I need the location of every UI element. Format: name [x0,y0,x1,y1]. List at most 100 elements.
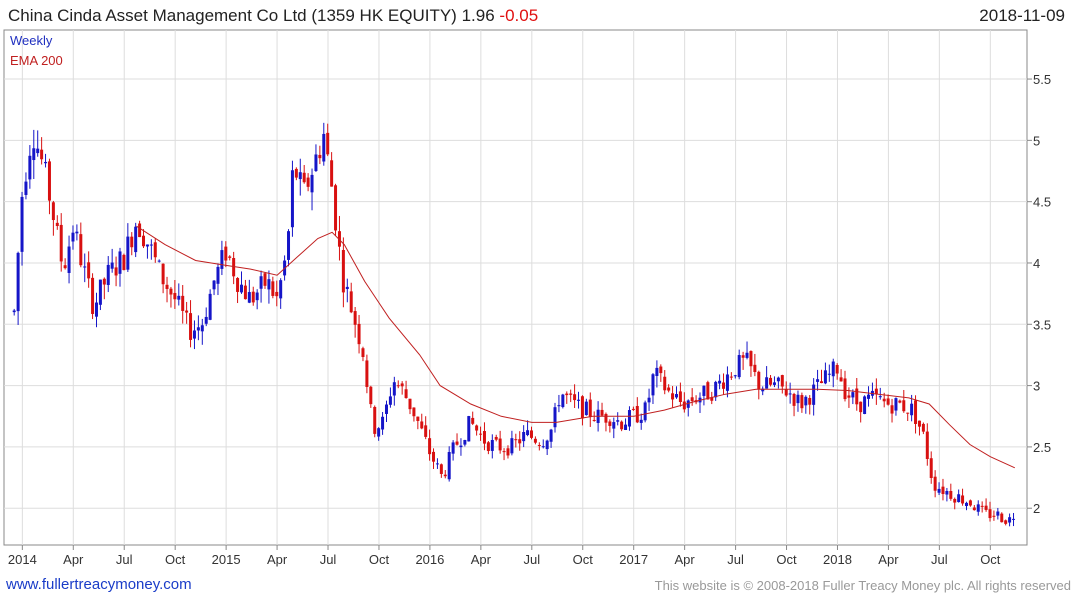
candle-body [192,330,196,339]
price-change: -0.05 [499,6,539,25]
candle-body [847,395,851,398]
candle-body [455,441,459,445]
candle-body [173,292,177,300]
candle-body [353,311,357,325]
candle-body [980,505,984,507]
candle-body [361,348,365,357]
candle-body [561,394,565,408]
candle-body [94,302,98,317]
candle-body [580,396,584,419]
candle-body [130,236,134,248]
candle-body [921,423,925,432]
candle-body [831,361,835,377]
candle-body [287,231,291,260]
candle-body [475,425,479,431]
candle-body [612,422,616,429]
ema-200-line [136,225,1016,469]
candle-body [302,172,306,183]
candle-body [126,236,130,270]
candle-body [142,235,146,247]
candle-body [678,391,682,403]
candle-body [772,382,776,385]
candle-body [510,438,514,454]
candle-body [882,398,886,402]
candle-body [941,486,945,495]
candle-body [894,398,898,411]
candle-body [859,401,863,413]
candle-body [212,280,216,290]
candle-body [620,421,624,430]
candle-body [953,498,957,503]
candle-body [851,392,855,398]
x-tick-label: 2014 [8,552,37,567]
candle-body [659,366,663,374]
y-tick-label: 3 [1033,379,1040,394]
candle-body [275,291,279,297]
candle-body [902,400,906,412]
x-tick-label: Jul [931,552,948,567]
candle-body [557,405,561,407]
candle-body [416,416,420,421]
candle-body [968,500,972,506]
candle-body [247,292,251,303]
x-tick-label: Apr [878,552,899,567]
candle-body [804,396,808,406]
x-tick-label: Apr [63,552,84,567]
candle-body [91,277,95,314]
candle-body [259,276,263,289]
candle-body [298,172,302,180]
candle-body [400,383,404,387]
candle-body [624,424,628,430]
candle-body [592,419,596,421]
legend-entry: Weekly [10,33,53,48]
candle-body [541,446,545,448]
candle-body [345,286,349,290]
candle-body [929,458,933,478]
candle-body [412,407,416,417]
candle-body [498,438,502,451]
candle-body [471,417,475,424]
candle-body [322,133,326,162]
candle-body [486,442,490,451]
candle-body [549,429,553,442]
candle-body [522,432,526,442]
candle-body [122,254,126,271]
candle-body [71,232,75,242]
candle-body [643,402,647,421]
candle-body [714,381,718,398]
candle-body [271,281,275,296]
candle-body [432,451,436,462]
candle-body [957,494,961,503]
candle-body [47,161,51,201]
candle-body [20,196,24,252]
candle-body [318,154,322,159]
candle-body [514,439,518,441]
candle-body [725,374,729,391]
candle-body [196,327,200,331]
candle-body [996,511,1000,516]
site-link[interactable]: www.fullertreacymoney.com [6,576,192,593]
candle-body [59,224,63,262]
x-tick-label: 2018 [823,552,852,567]
candle-body [145,244,149,247]
candle-body [404,389,408,399]
candle-body [392,382,396,396]
candle-body [964,502,968,507]
candle-body [722,382,726,389]
candle-body [839,377,843,382]
candle-body [102,278,106,285]
candle-body [79,234,83,266]
candle-body [326,132,330,155]
candle-body [314,154,318,171]
candle-body [494,436,498,440]
candle-body [420,421,424,429]
candle-body [855,388,859,405]
x-tick-label: Apr [675,552,696,567]
candle-body [867,394,871,399]
candle-body [937,488,941,493]
candle-body [702,385,706,396]
candle-body [373,406,377,434]
candle-body [631,408,635,410]
candle-body [753,364,757,373]
x-tick-label: Jul [116,552,133,567]
